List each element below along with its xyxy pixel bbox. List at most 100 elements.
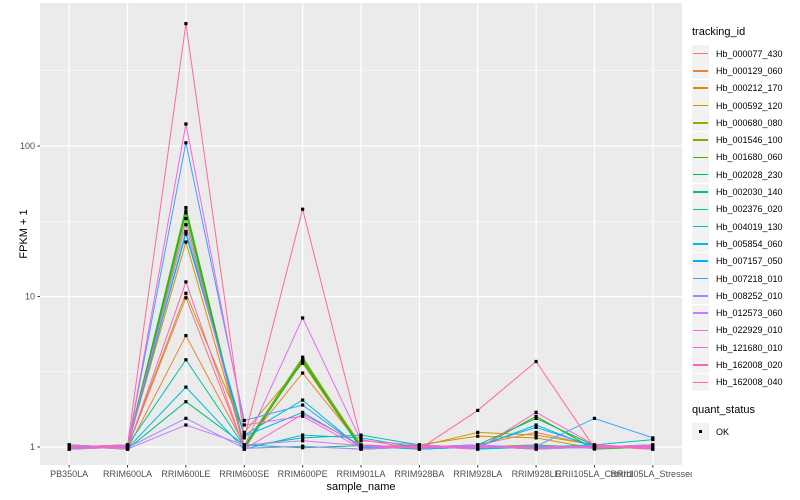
data-point [359,443,363,447]
square-point-icon [698,429,703,434]
data-point [359,436,363,440]
legend-item-label: Hb_000129_060 [716,65,783,76]
legend-item-label: Hb_004019_130 [716,221,783,232]
line-swatch-icon [693,243,708,245]
data-point [651,436,655,440]
legend-key-swatch [692,270,709,287]
y-tick-label: 1 [30,442,35,452]
legend-tracking-items: Hb_000077_430 Hb_000129_060 Hb_000212_170 H… [692,45,783,391]
legend-item: Hb_004019_130 [692,218,783,236]
x-tick-label: RRIM928BA [394,469,444,479]
data-point [301,361,305,365]
legend-key-swatch [692,339,709,357]
legend-item: Hb_121680_010 [692,339,783,357]
data-point [534,416,538,420]
x-tick-label: RRIM600PE [278,469,328,479]
legend-key-swatch [692,114,709,132]
data-point [592,446,597,450]
data-point [534,436,538,440]
legend-item: Hb_000680_080 [692,114,783,132]
legend-item: Hb_000129_060 [692,62,783,80]
y-tick-label: 10 [25,292,35,302]
legend: tracking_id Hb_000077_430 Hb_000129_060 Hb… [692,26,783,441]
data-point [67,447,71,451]
line-swatch-icon [693,260,708,262]
data-point [534,414,538,418]
data-point [184,358,188,362]
legend-key-swatch [692,304,709,322]
line-swatch-icon [693,122,708,124]
data-point [301,358,305,362]
data-point [534,359,538,364]
y-tick-label: 100 [20,141,35,151]
legend-item: Hb_002376_020 [692,200,783,218]
data-point [184,22,188,26]
data-point [301,436,305,440]
data-point [125,443,130,447]
data-point [242,430,246,435]
data-point [301,207,305,211]
data-point [242,418,246,423]
data-point [359,446,363,450]
legend-quant-status: quant_status OK [692,404,783,441]
data-point [301,439,305,443]
data-point [301,371,305,375]
legend-key-swatch [692,252,709,270]
data-point [534,425,538,429]
x-tick-label: RRIM600SE [219,469,269,479]
data-point [301,410,305,414]
line-swatch-icon [693,191,708,193]
data-point [242,436,246,440]
data-point [534,446,538,450]
data-point [184,209,188,213]
data-point [242,444,246,448]
legend-item-label: Hb_000592_120 [716,100,783,111]
legend-item-label: Hb_001546_100 [716,135,783,146]
legend-item: Hb_001546_100 [692,131,783,149]
legend-item-label: Hb_000077_430 [716,48,783,59]
line-swatch-icon [693,208,708,211]
x-tick-label: RRIM600LE [161,469,210,479]
legend-title-tracking-id: tracking_id [692,26,746,38]
line-swatch-icon [693,87,708,89]
data-point [359,433,363,437]
data-point [651,444,655,448]
legend-item: Hb_007218_010 [692,270,783,287]
legend-key-swatch [692,235,709,253]
legend-item: Hb_000592_120 [692,97,783,115]
legend-item: Hb_002028_230 [692,166,783,184]
legend-item-label: Hb_121680_010 [716,342,783,353]
data-point [184,229,188,234]
line-swatch-icon [693,52,708,55]
data-point [534,433,538,437]
legend-item-label: Hb_007218_010 [716,273,783,284]
data-point [417,447,421,451]
data-point [184,400,188,404]
legend-item-label: Hb_012573_060 [716,308,783,319]
data-point [301,444,305,448]
data-point [301,398,305,402]
x-tick-label: RRIM901LA [336,469,385,479]
data-point [184,423,188,427]
x-tick-label: PB350LA [50,469,88,479]
data-point [184,291,188,295]
line-swatch-icon [693,70,708,72]
legend-key-swatch [692,218,709,236]
data-point [184,333,188,338]
data-point [242,434,246,438]
data-point [301,355,305,359]
data-point [184,122,188,126]
point-key-swatch [692,423,709,441]
data-point [184,280,188,284]
data-point [534,430,538,435]
data-point [301,414,305,418]
y-axis-title: FPKM + 1 [18,209,30,259]
data-point [184,223,188,227]
data-point [476,430,480,435]
legend-key-swatch [692,62,709,80]
legend-item-label: Hb_162008_020 [716,359,783,370]
legend-key-swatch [692,200,709,218]
line-swatch-icon [693,329,708,332]
data-point [301,433,305,437]
data-point [301,412,305,416]
